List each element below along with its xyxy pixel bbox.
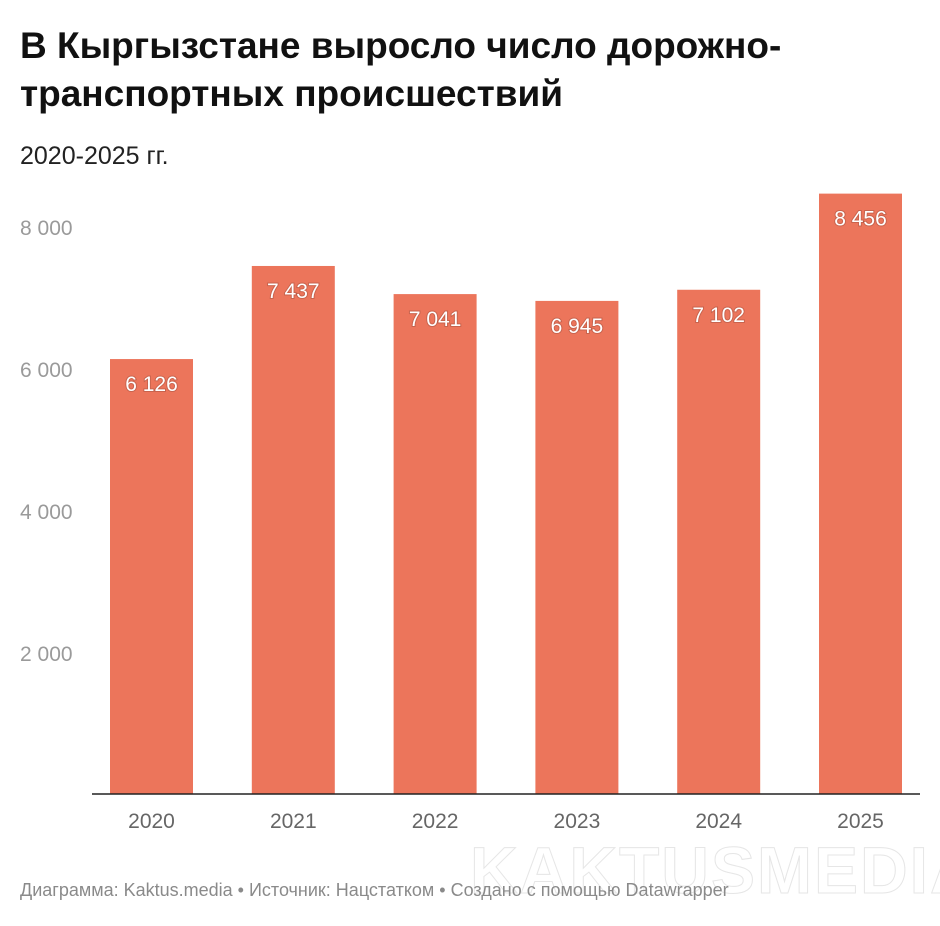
value-label: 7 437 — [267, 280, 320, 303]
value-label: 8 456 — [834, 208, 887, 231]
chart-title: В Кыргызстане выросло число дорожно-тран… — [20, 25, 782, 114]
bar — [110, 359, 193, 794]
bar — [677, 289, 761, 794]
bar — [251, 265, 335, 794]
chart-subtitle: 2020-2025 гг. — [20, 142, 169, 170]
bar — [535, 300, 619, 794]
value-label: 7 102 — [692, 304, 745, 327]
x-tick-label: 2023 — [554, 810, 601, 833]
x-tick-label: 2024 — [695, 810, 742, 833]
x-tick-label: 2020 — [128, 810, 175, 833]
y-tick-label: 4 000 — [20, 501, 73, 524]
bar — [819, 193, 902, 794]
value-label: 6 126 — [125, 373, 178, 396]
x-tick-label: 2025 — [837, 810, 884, 833]
value-label: 7 041 — [409, 308, 462, 331]
y-tick-label: 6 000 — [20, 359, 73, 382]
y-tick-label: 2 000 — [20, 643, 73, 666]
x-tick-label: 2022 — [412, 810, 459, 833]
value-label: 6 945 — [551, 315, 604, 338]
bar — [393, 294, 477, 794]
x-tick-label: 2021 — [270, 810, 317, 833]
chart-footer: Диаграмма: Kaktus.media • Источник: Нацс… — [20, 880, 729, 900]
y-tick-label: 8 000 — [20, 217, 73, 240]
watermark-logo: KAKTUSMEDIA — [470, 833, 940, 908]
